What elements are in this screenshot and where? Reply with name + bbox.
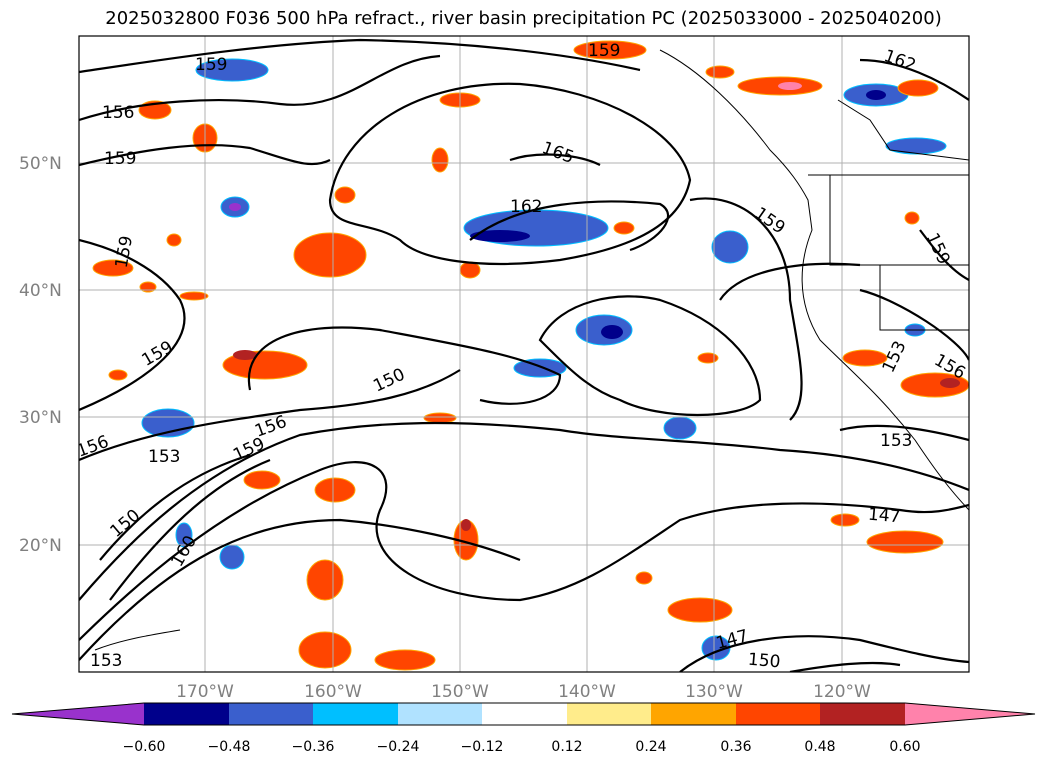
positive-anomaly [697, 352, 719, 364]
negative-anomaly [711, 230, 749, 264]
negative-anomaly [229, 203, 241, 211]
positive-anomaly [904, 211, 920, 225]
positive-anomaly [459, 261, 481, 279]
lat-label: 40°N [19, 281, 62, 301]
positive-anomaly [108, 369, 128, 381]
colorbar-tick-label: 0.36 [720, 739, 751, 755]
contour-label: 150 [747, 650, 781, 673]
positive-anomaly [166, 233, 182, 247]
positive-anomaly [92, 259, 134, 277]
positive-anomaly [613, 221, 635, 235]
graticule [79, 36, 969, 672]
positive-anomaly [842, 349, 888, 367]
colorbar-segment [229, 703, 313, 725]
colorbar-tick-label: 0.12 [551, 739, 582, 755]
colorbar-extend-low [12, 703, 144, 725]
colorbar-segment [144, 703, 229, 725]
colorbar-tick-label: −0.48 [208, 739, 251, 755]
negative-anomaly [470, 230, 530, 242]
positive-anomaly [293, 232, 367, 278]
lon-label: 130°W [685, 682, 743, 702]
map-content: 159 156 159 159 159 150 156 159 156 153 … [79, 36, 969, 673]
colorbar-segment [313, 703, 398, 725]
contour-label: 153 [148, 447, 180, 467]
coastlines [94, 49, 969, 651]
positive-anomaly [940, 378, 960, 388]
latitude-labels: 50°N 40°N 30°N 20°N [19, 154, 62, 556]
lat-label: 50°N [19, 154, 62, 174]
positive-anomaly [866, 530, 944, 554]
colorbar-tick-label: 0.24 [635, 739, 666, 755]
positive-anomaly [298, 631, 352, 669]
positive-anomaly [334, 186, 356, 204]
contour-label: 159 [195, 55, 227, 75]
colorbar: −0.60 −0.48 −0.36 −0.24 −0.12 0.12 0.24 … [11, 702, 1036, 755]
colorbar-segment [482, 703, 567, 725]
lat-label: 20°N [19, 536, 62, 556]
colorbar-tick-label: −0.24 [377, 739, 420, 755]
negative-anomaly [601, 325, 623, 339]
positive-anomaly [667, 597, 733, 623]
lat-label: 30°N [19, 408, 62, 428]
colorbar-segment [820, 703, 905, 725]
positive-anomaly [461, 519, 471, 531]
negative-anomaly [885, 137, 947, 155]
positive-anomaly [374, 649, 436, 671]
colorbar-segment [567, 703, 651, 725]
positive-anomaly [431, 147, 449, 173]
colorbar-tick-label: 0.60 [889, 739, 920, 755]
colorbar-tick-label: 0.48 [804, 739, 835, 755]
contour-label: 153 [90, 651, 122, 671]
colorbar-extend-high [905, 703, 1035, 725]
contour-label: 159 [104, 149, 136, 169]
map-frame [78, 35, 970, 673]
positive-anomaly [243, 470, 281, 490]
positive-anomaly [306, 559, 344, 601]
positive-anomaly [778, 82, 802, 90]
positive-anomaly [423, 412, 457, 424]
colorbar-segment [651, 703, 736, 725]
contour-label: 162 [510, 197, 542, 217]
contour-label: 147 [867, 505, 901, 528]
positive-anomaly [897, 79, 939, 97]
positive-anomaly [314, 477, 356, 503]
colorbar-outline [11, 702, 1036, 726]
map-title: 2025032800 F036 500 hPa refract., river … [105, 8, 942, 29]
lon-label: 160°W [304, 682, 362, 702]
negative-anomaly [866, 90, 886, 100]
refractivity-contours [79, 38, 969, 672]
negative-anomaly [219, 544, 245, 570]
colorbar-tick-label: −0.12 [461, 739, 504, 755]
positive-anomaly [635, 571, 653, 585]
colorbar-tick-label: −0.60 [123, 739, 166, 755]
negative-anomaly [195, 58, 269, 82]
lon-label: 150°W [431, 682, 489, 702]
lon-label: 170°W [176, 682, 234, 702]
positive-anomaly [179, 291, 209, 301]
precip-shading [92, 40, 969, 671]
colorbar-segment [736, 703, 820, 725]
lon-label: 120°W [813, 682, 871, 702]
contour-label: 156 [102, 103, 134, 123]
positive-anomaly [233, 350, 257, 360]
positive-anomaly [705, 65, 735, 79]
colorbar-tick-label: −0.36 [292, 739, 335, 755]
positive-anomaly [830, 513, 860, 527]
negative-anomaly [663, 416, 697, 440]
contour-label: 159 [588, 41, 620, 61]
contour-label: 153 [880, 431, 912, 451]
longitude-labels: 170°W 160°W 150°W 140°W 130°W 120°W [176, 682, 871, 702]
colorbar-segment [398, 703, 482, 725]
lon-label: 140°W [558, 682, 616, 702]
positive-anomaly [573, 40, 647, 60]
